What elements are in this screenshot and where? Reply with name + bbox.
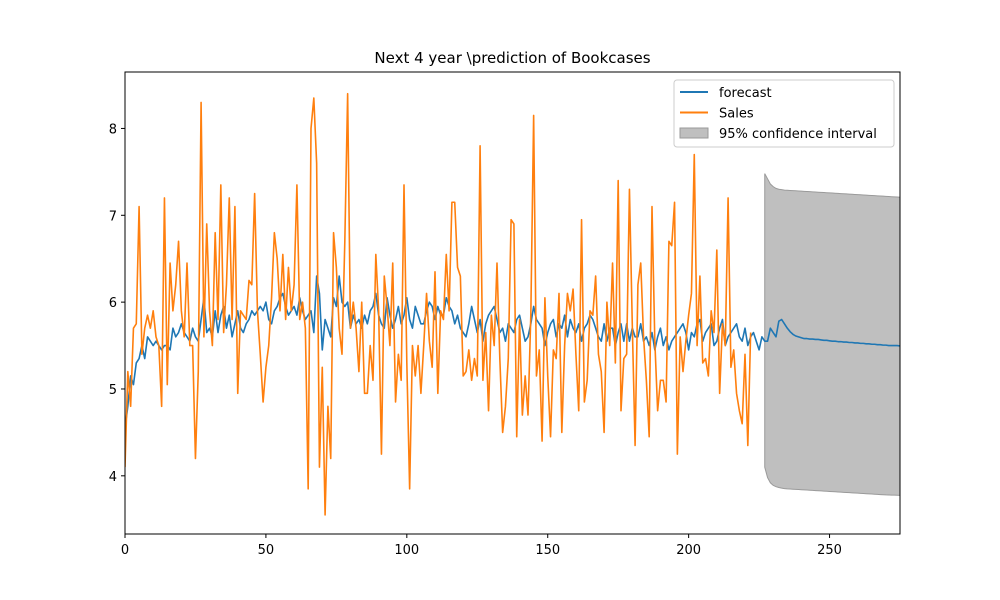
legend-box (673, 79, 895, 148)
legend-label-forecast: forecast (719, 86, 772, 101)
x-tick-label: 50 (258, 543, 275, 558)
y-tick-label: 4 (109, 470, 117, 485)
y-tick-label: 7 (109, 209, 117, 224)
series-line-sales (125, 92, 752, 516)
legend: forecast Sales 95% confidence interval (673, 79, 895, 148)
y-tick-label: 8 (109, 122, 117, 137)
x-tick-label: 150 (535, 543, 560, 558)
legend-label-sales: Sales (719, 107, 754, 122)
confidence-interval-layer (764, 173, 900, 496)
confidence-interval-band (764, 173, 900, 496)
legend-label-95-confidence-interval: 95% confidence interval (719, 127, 877, 142)
y-tick-label: 5 (109, 383, 117, 398)
series-layer (125, 92, 900, 516)
x-axis-ticks: 0 50 100 150 200 250 (121, 534, 842, 558)
y-axis-ticks: 4 5 6 7 8 (109, 122, 125, 485)
legend-swatch-95-confidence-interval (679, 127, 709, 139)
series-line-forecast (125, 275, 900, 429)
chart-title: Next 4 year \prediction of Bookcases (374, 49, 650, 67)
x-tick-label: 200 (676, 543, 701, 558)
x-tick-label: 250 (817, 543, 842, 558)
x-tick-label: 100 (394, 543, 419, 558)
y-tick-label: 6 (109, 296, 117, 311)
x-tick-label: 0 (121, 543, 129, 558)
plot-area-frame (124, 71, 901, 535)
